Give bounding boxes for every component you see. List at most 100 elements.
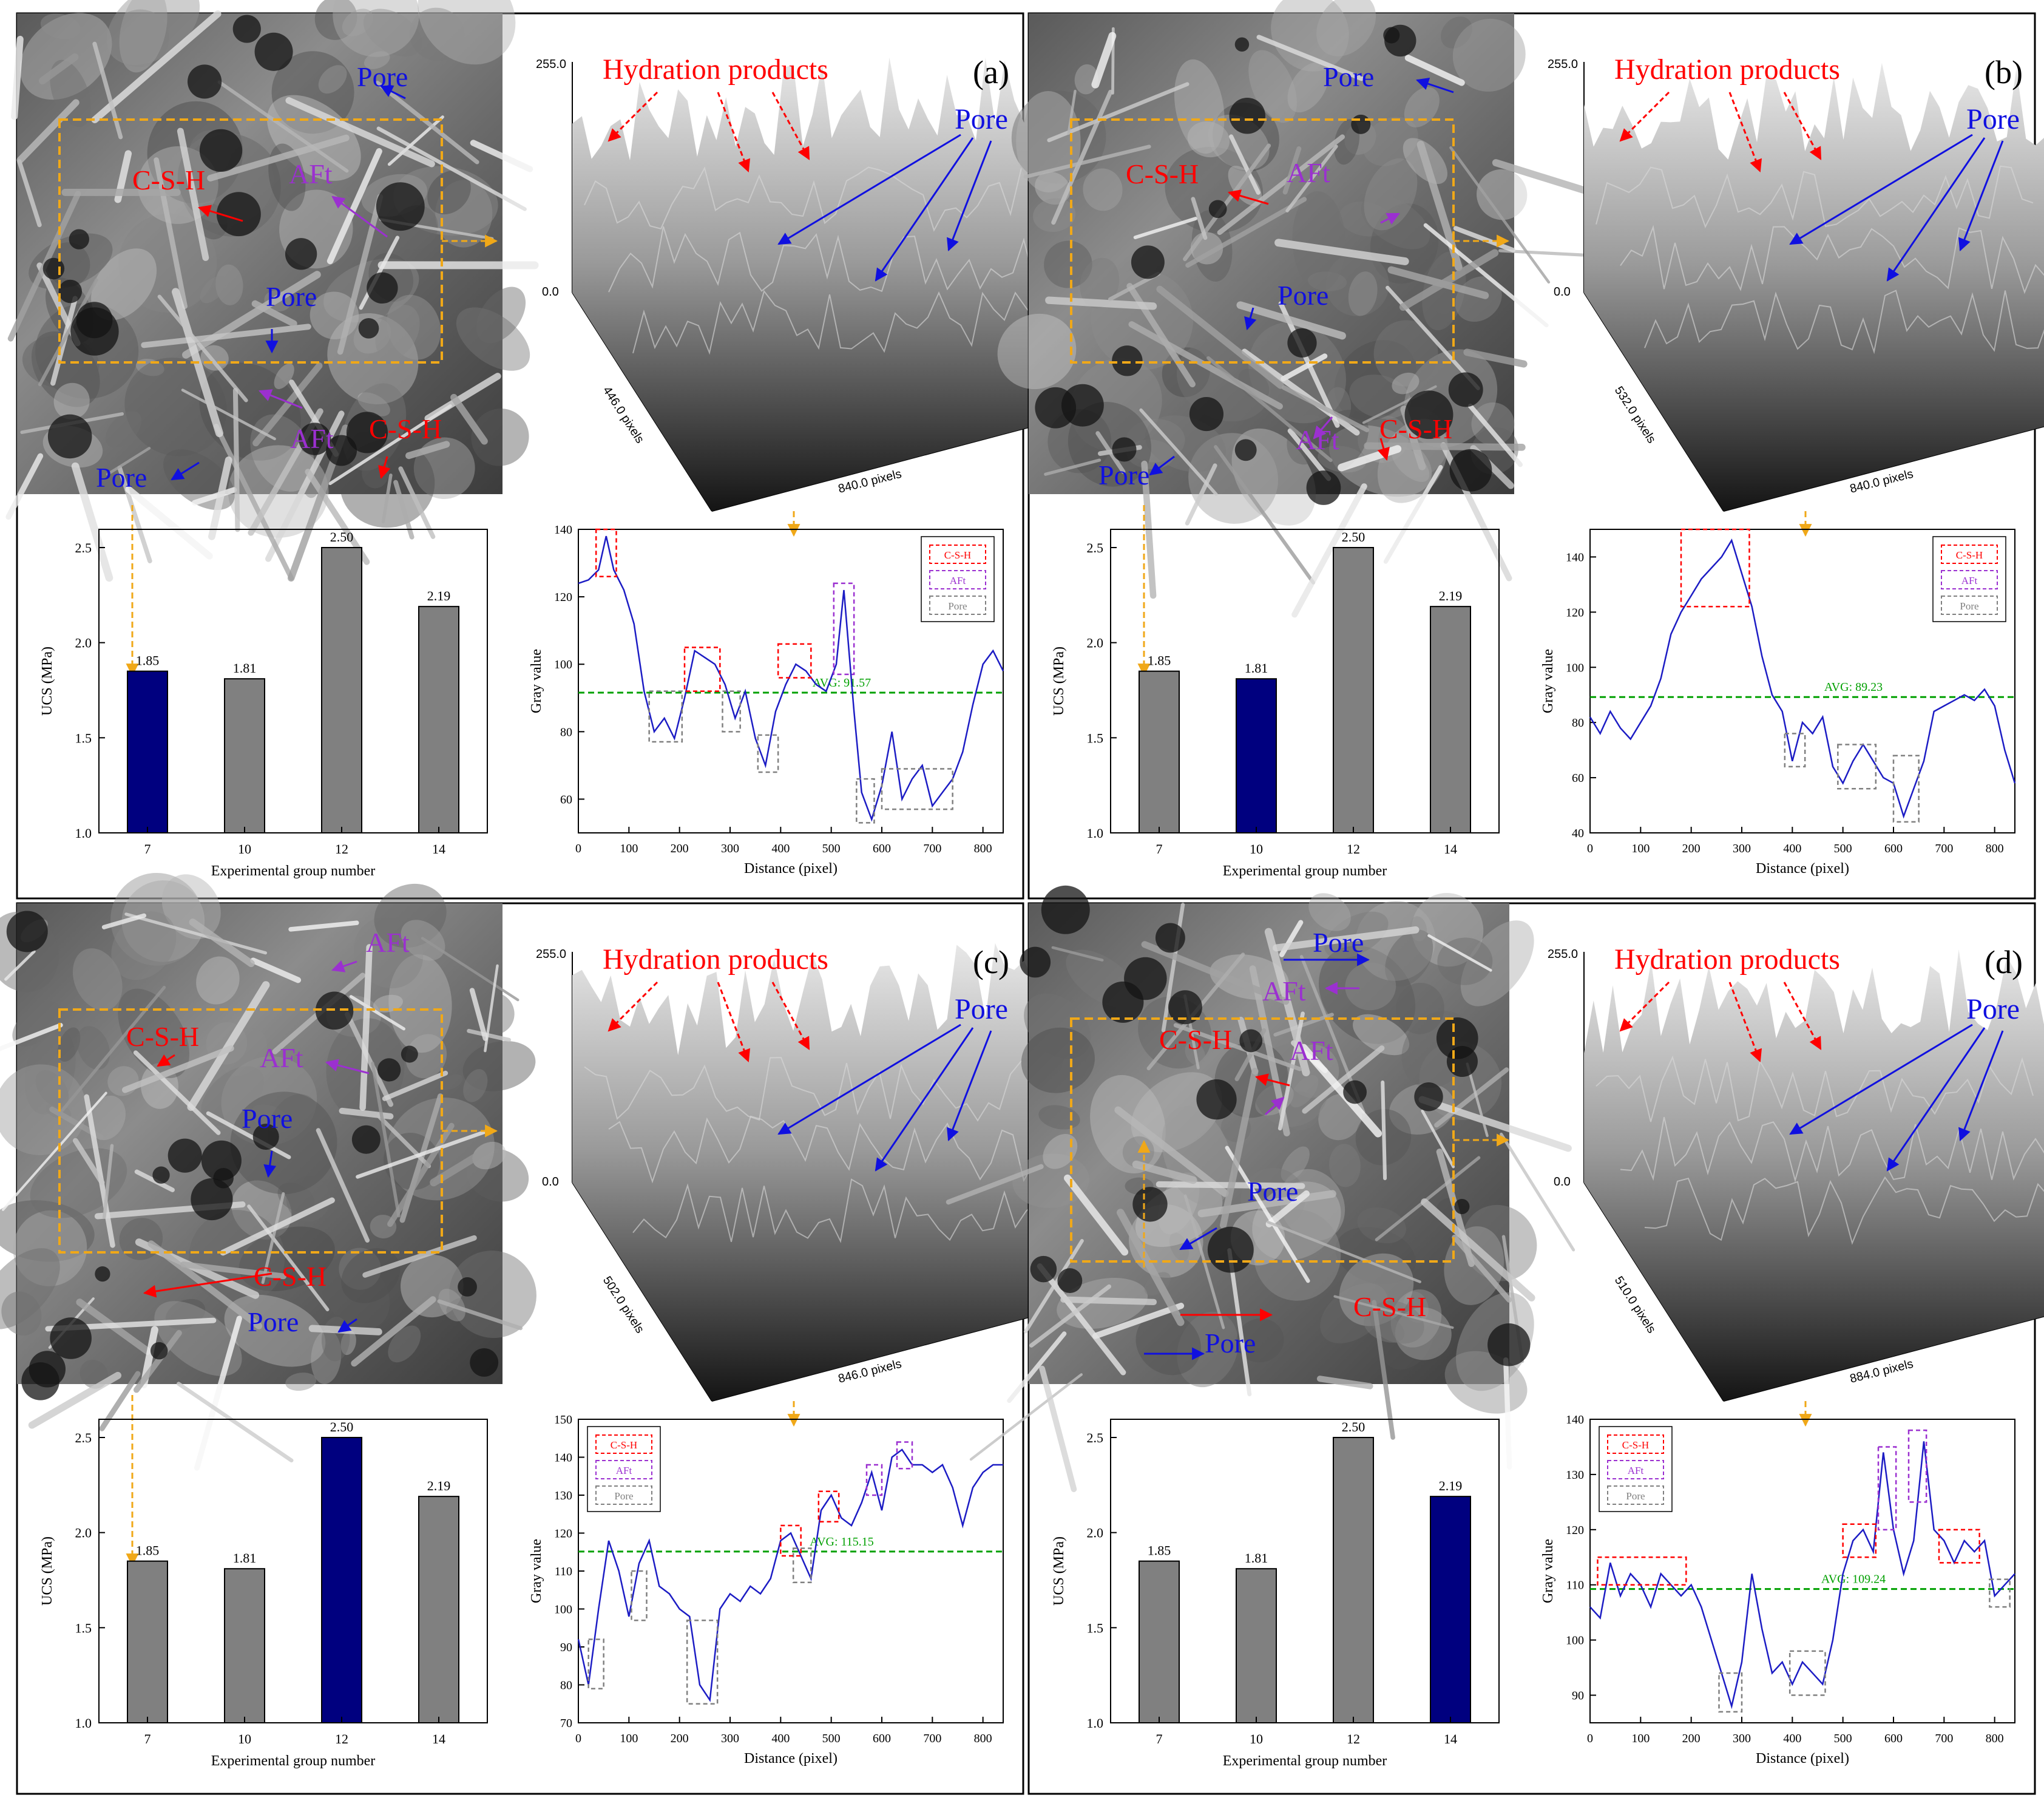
hydration-label: Hydration products	[1614, 53, 1840, 86]
bar-value-label: 1.85	[136, 653, 160, 668]
bar-14	[419, 1496, 459, 1723]
line-ytick: 90	[1572, 1689, 1584, 1703]
legend-item: AFt	[950, 575, 966, 586]
sem-label-csh: C-S-H	[1379, 413, 1452, 444]
sem-label-pore: Pore	[1098, 460, 1149, 490]
legend-item: Pore	[1626, 1490, 1645, 1502]
sem-label-aft: AFt	[1296, 424, 1339, 455]
sem-label-aft: AFt	[1287, 157, 1330, 188]
line-xtick: 100	[1631, 1732, 1650, 1745]
avg-label: AVG: 109.24	[1821, 1573, 1886, 1586]
line-ytick: 80	[560, 1679, 572, 1692]
line-xtick: 600	[873, 842, 891, 855]
legend-item: Pore	[948, 600, 967, 612]
z-min-label: 0.0	[542, 1175, 559, 1189]
z-max-label: 255.0	[1548, 948, 1578, 961]
line-xtick: 700	[1935, 842, 1953, 855]
bar-ytick: 2.5	[1087, 1430, 1104, 1445]
line-ytick: 60	[560, 793, 572, 806]
line-ytick: 130	[554, 1489, 572, 1502]
line-ylabel: Gray value	[529, 649, 544, 713]
bar-ytick: 2.0	[1087, 636, 1104, 651]
z-max-label: 255.0	[536, 948, 566, 961]
panel-id-label: (a)	[973, 54, 1009, 90]
line-xtick: 600	[873, 1732, 891, 1745]
avg-label: AVG: 89.23	[1824, 680, 1883, 694]
line-ylabel: Gray value	[1540, 1539, 1556, 1603]
bar-value-label: 2.50	[1342, 1419, 1365, 1434]
sem-label-pore: Pore	[96, 462, 147, 493]
line-xtick: 100	[620, 1732, 638, 1745]
bar-12	[322, 548, 362, 833]
line-xtick: 400	[771, 842, 790, 855]
bar-ytick: 1.5	[1087, 730, 1104, 745]
line-ytick: 100	[1566, 1634, 1584, 1648]
line-xtick: 300	[721, 1732, 739, 1745]
z-min-label: 0.0	[1554, 285, 1571, 299]
line-xtick: 400	[1783, 842, 1801, 855]
legend-item: C-S-H	[1622, 1439, 1649, 1451]
bar-14	[419, 606, 459, 833]
hydration-label: Hydration products	[1614, 943, 1840, 976]
line-ytick: 90	[560, 1641, 572, 1654]
bar-value-label: 1.81	[1245, 660, 1268, 676]
bar-xtick: 10	[1250, 1731, 1263, 1746]
sem-label-csh: C-S-H	[126, 1021, 199, 1052]
legend-item: C-S-H	[944, 549, 971, 561]
bar-10	[1236, 1569, 1276, 1723]
sem-label-csh: C-S-H	[254, 1261, 327, 1292]
sem-label-pore: Pore	[1278, 280, 1328, 311]
sem-label-aft: AFt	[290, 423, 334, 454]
bar-xtick: 14	[432, 841, 445, 857]
bar-14	[1430, 606, 1470, 833]
line-ytick: 140	[554, 523, 572, 537]
bar-ytick: 2.5	[75, 1430, 92, 1445]
bar-value-label: 1.85	[1148, 653, 1171, 668]
legend-item: AFt	[616, 1465, 632, 1476]
surface-pore-label: Pore	[955, 993, 1008, 1025]
bar-ytick: 1.0	[1087, 826, 1104, 841]
bar-xtick: 12	[335, 841, 348, 857]
sem-label-pore: Pore	[242, 1103, 293, 1134]
line-ytick: 100	[1566, 661, 1584, 674]
bar-value-label: 2.19	[1439, 588, 1463, 603]
line-xtick: 200	[671, 1732, 689, 1745]
bar-xlabel: Experimental group number	[211, 863, 376, 879]
bar-value-label: 1.85	[136, 1543, 160, 1558]
legend-item: Pore	[614, 1490, 633, 1502]
bar-10	[225, 679, 265, 833]
bar-xtick: 7	[1156, 841, 1163, 857]
line-xtick: 300	[1733, 1732, 1751, 1745]
sem-label-aft: AFt	[1290, 1035, 1333, 1066]
bar-xtick: 14	[1444, 1731, 1457, 1746]
bar-12	[322, 1437, 362, 1723]
bar-xtick: 7	[144, 841, 151, 857]
panel-id-label: (d)	[1985, 944, 2023, 980]
bar-xtick: 14	[432, 1731, 445, 1746]
bar-value-label: 1.81	[233, 660, 257, 676]
line-xtick: 0	[1587, 1732, 1593, 1745]
line-xtick: 300	[1733, 842, 1751, 855]
bar-xtick: 10	[1250, 841, 1263, 857]
bar-14	[1430, 1496, 1470, 1723]
bar-xtick: 10	[238, 1731, 251, 1746]
line-ytick: 120	[1566, 1524, 1584, 1537]
bar-ylabel: UCS (MPa)	[1051, 647, 1067, 716]
line-xtick: 100	[620, 842, 638, 855]
bar-value-label: 2.19	[1439, 1478, 1463, 1493]
bar-ytick: 1.5	[75, 730, 92, 745]
bar-10	[1236, 679, 1276, 833]
line-xtick: 0	[575, 842, 581, 855]
line-ytick: 120	[554, 591, 572, 604]
line-xtick: 400	[771, 1732, 790, 1745]
bar-value-label: 2.19	[427, 1478, 451, 1493]
bar-xtick: 12	[1347, 1731, 1360, 1746]
line-ylabel: Gray value	[1540, 649, 1556, 713]
bar-ytick: 1.0	[1087, 1716, 1104, 1731]
z-min-label: 0.0	[1554, 1175, 1571, 1189]
bar-value-label: 1.81	[1245, 1550, 1268, 1566]
line-ytick: 120	[554, 1527, 572, 1541]
